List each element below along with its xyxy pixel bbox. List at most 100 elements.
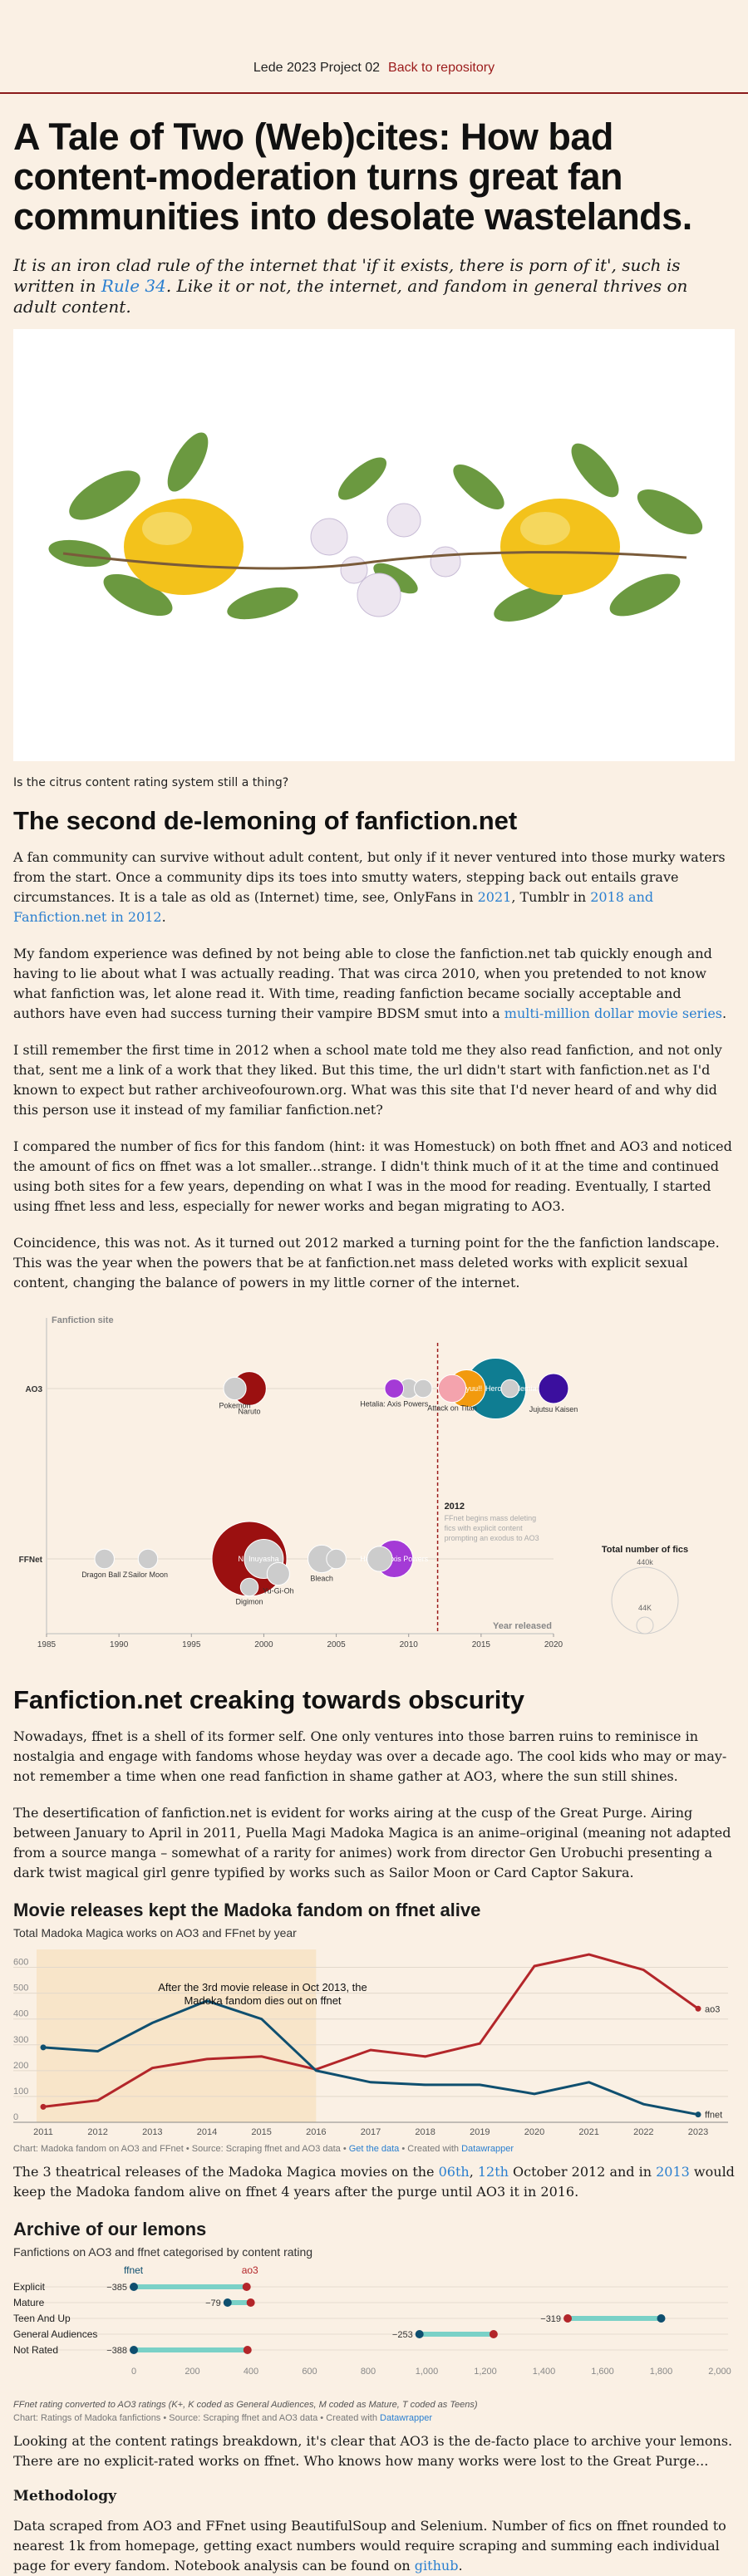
x-tick-label: 0 — [131, 2367, 136, 2377]
rating-category-label: Explicit — [13, 2281, 46, 2293]
fandom-bubble — [437, 1374, 467, 1404]
ao3-dot — [243, 2346, 252, 2354]
difference-label: −385 — [106, 2283, 127, 2293]
fandom-bubble — [500, 1379, 519, 1399]
y-tick-label: 400 — [13, 2009, 28, 2019]
x-tick-label: 2021 — [578, 2127, 598, 2137]
x-tick-label: 1985 — [37, 1640, 57, 1649]
ffnet-dot — [415, 2330, 424, 2338]
series-line-ffnet — [42, 1999, 699, 2116]
section1-paragraph-4: I compared the number of fics for this f… — [13, 1138, 732, 1214]
ffnet-dot — [223, 2298, 232, 2307]
purge-annotation-line: FFnet begins mass deleting — [445, 1514, 537, 1522]
y-tick-label: 200 — [13, 2061, 28, 2071]
x-tick-label: 2022 — [633, 2127, 653, 2137]
line-chart-subtitle: Total Madoka Magica works on AO3 and FFn… — [13, 1926, 297, 1939]
fandom-bubble-label: Bleach — [310, 1575, 333, 1583]
movie-2013-link[interactable]: 2013 — [656, 2164, 690, 2180]
ao3-dot — [489, 2330, 498, 2338]
movie-06th-link[interactable]: 06th — [438, 2164, 470, 2180]
ao3-dot — [563, 2314, 573, 2323]
fandom-bubble — [223, 1376, 247, 1401]
highlight-region — [37, 1949, 317, 2122]
fandom-bubble-label: Yu-Gi-Oh — [263, 1587, 294, 1595]
hero-caption: Is the citrus content rating system stil… — [13, 776, 289, 789]
movie-series-link[interactable]: multi-million dollar movie series — [504, 1005, 722, 1021]
series-start-point — [40, 2044, 47, 2051]
project-name: Lede 2023 Project 02 — [253, 61, 381, 75]
section2-heading: Fanfiction.net creaking towards obscurit… — [13, 1685, 524, 1714]
github-link[interactable]: github — [414, 2558, 459, 2574]
purge-annotation-line: fics with explicit content — [445, 1524, 524, 1532]
section1-paragraph-3: I still remember the first time in 2012 … — [13, 1042, 722, 1118]
series-end-label: ao3 — [705, 2004, 720, 2014]
x-tick-label: 2013 — [142, 2127, 162, 2137]
movie-12th-link[interactable]: 12th — [477, 2164, 509, 2180]
fandom-bubble — [367, 1546, 393, 1572]
x-tick-label: 2014 — [197, 2127, 217, 2137]
fandom-bubble-label: Pokemon — [219, 1402, 251, 1410]
back-to-repository-link[interactable]: Back to repository — [388, 61, 495, 75]
dot-chart-title: Archive of our lemons — [13, 2219, 207, 2239]
ao3-dot — [246, 2298, 255, 2307]
x-tick-label: 1990 — [110, 1640, 129, 1649]
get-data-link[interactable]: Get the data — [348, 2144, 400, 2154]
x-tick-label: 2023 — [688, 2127, 708, 2137]
dot-chart: ffnet ao3 Explicit −385 Mature −79 Teen And Up… — [13, 2264, 731, 2377]
difference-label: −319 — [540, 2314, 561, 2324]
fandom-bubble — [413, 1379, 433, 1399]
page-title: A Tale of Two (Web)cites: How bad conten… — [13, 116, 692, 238]
fandom-bubble — [326, 1548, 347, 1570]
difference-label: −79 — [205, 2298, 221, 2308]
datawrapper-link-2[interactable]: Datawrapper — [380, 2413, 433, 2423]
fandom-bubble-label: Sailor Moon — [128, 1571, 168, 1579]
x-tick-label: 1,200 — [474, 2367, 497, 2377]
fandom-bubble-label: Boku No Hero Academia — [455, 1384, 537, 1393]
lede-paragraph: It is an iron clad rule of the internet … — [13, 255, 688, 317]
x-tick-label: 2005 — [327, 1640, 346, 1649]
section4-paragraph: Looking at the content ratings breakdown… — [13, 2433, 733, 2469]
onlyfans-2021-link[interactable]: 2021 — [477, 889, 512, 905]
series-start-point — [40, 2103, 47, 2110]
size-legend-large — [611, 1566, 679, 1635]
line-annotation-line-2: Madoka fandom dies out on ffnet — [184, 1994, 341, 2007]
y-tick-label: 500 — [13, 1984, 28, 1993]
x-tick-label: 800 — [361, 2367, 376, 2377]
y-tick-label: 300 — [13, 2035, 28, 2045]
series-end-point — [695, 2111, 701, 2118]
row-label: AO3 — [25, 1385, 42, 1394]
x-tick-label: 2,000 — [708, 2367, 731, 2377]
rule34-link[interactable]: Rule 34 — [101, 276, 166, 296]
legend-ao3: ao3 — [242, 2264, 258, 2276]
x-tick-label: 2020 — [544, 1640, 563, 1649]
dot-chart-source: Chart: Ratings of Madoka fanfictions • S… — [13, 2413, 433, 2423]
x-tick-label: 2011 — [33, 2127, 53, 2137]
y-tick-label: 600 — [13, 1958, 28, 1968]
datawrapper-link[interactable]: Datawrapper — [461, 2144, 514, 2154]
fandom-bubble-label: Digimon — [235, 1598, 263, 1606]
size-legend-small — [636, 1616, 654, 1635]
x-tick-label: 400 — [244, 2367, 258, 2377]
lemon-branch-illustration — [48, 432, 703, 622]
section3-paragraph: The 3 theatrical releases of the Madoka … — [13, 2164, 735, 2200]
section2-paragraph-1: Nowadays, ffnet is a shell of its former… — [13, 1728, 727, 1784]
rating-category-label: Mature — [13, 2297, 45, 2308]
line-chart: 0 100 200 300 400 500 600 2011 2012 2013 2014 2015 2… — [13, 1949, 728, 2137]
fandom-bubble-label: Hetalia: Axis Powers — [360, 1399, 429, 1408]
y-tick-label: 0 — [13, 2112, 18, 2122]
section1-paragraph-1: A fan community can survive without adul… — [13, 849, 726, 925]
section1-paragraph-5: Coincidence, this was not. As it turned … — [13, 1235, 720, 1290]
rating-category-label: General Audiences — [13, 2328, 97, 2340]
tumblr-ffnet-link[interactable]: 2018 and Fanfiction.net in 2012 — [13, 889, 654, 925]
ffnet-dot — [130, 2346, 138, 2354]
fandom-bubble — [266, 1561, 290, 1586]
fandom-bubble-label: Naruto — [238, 1407, 260, 1415]
section1-paragraph-2: My fandom experience was defined by not … — [13, 946, 727, 1021]
x-tick-label: 1995 — [182, 1640, 201, 1649]
row-label: FFNet — [19, 1556, 43, 1565]
fandom-bubble — [384, 1379, 405, 1399]
x-tick-label: 2000 — [254, 1640, 273, 1649]
line-annotation-line-1: After the 3rd movie release in Oct 2013,… — [158, 1981, 367, 1993]
y-tick-label: 100 — [13, 2087, 28, 2097]
x-tick-label: 1,600 — [591, 2367, 614, 2377]
